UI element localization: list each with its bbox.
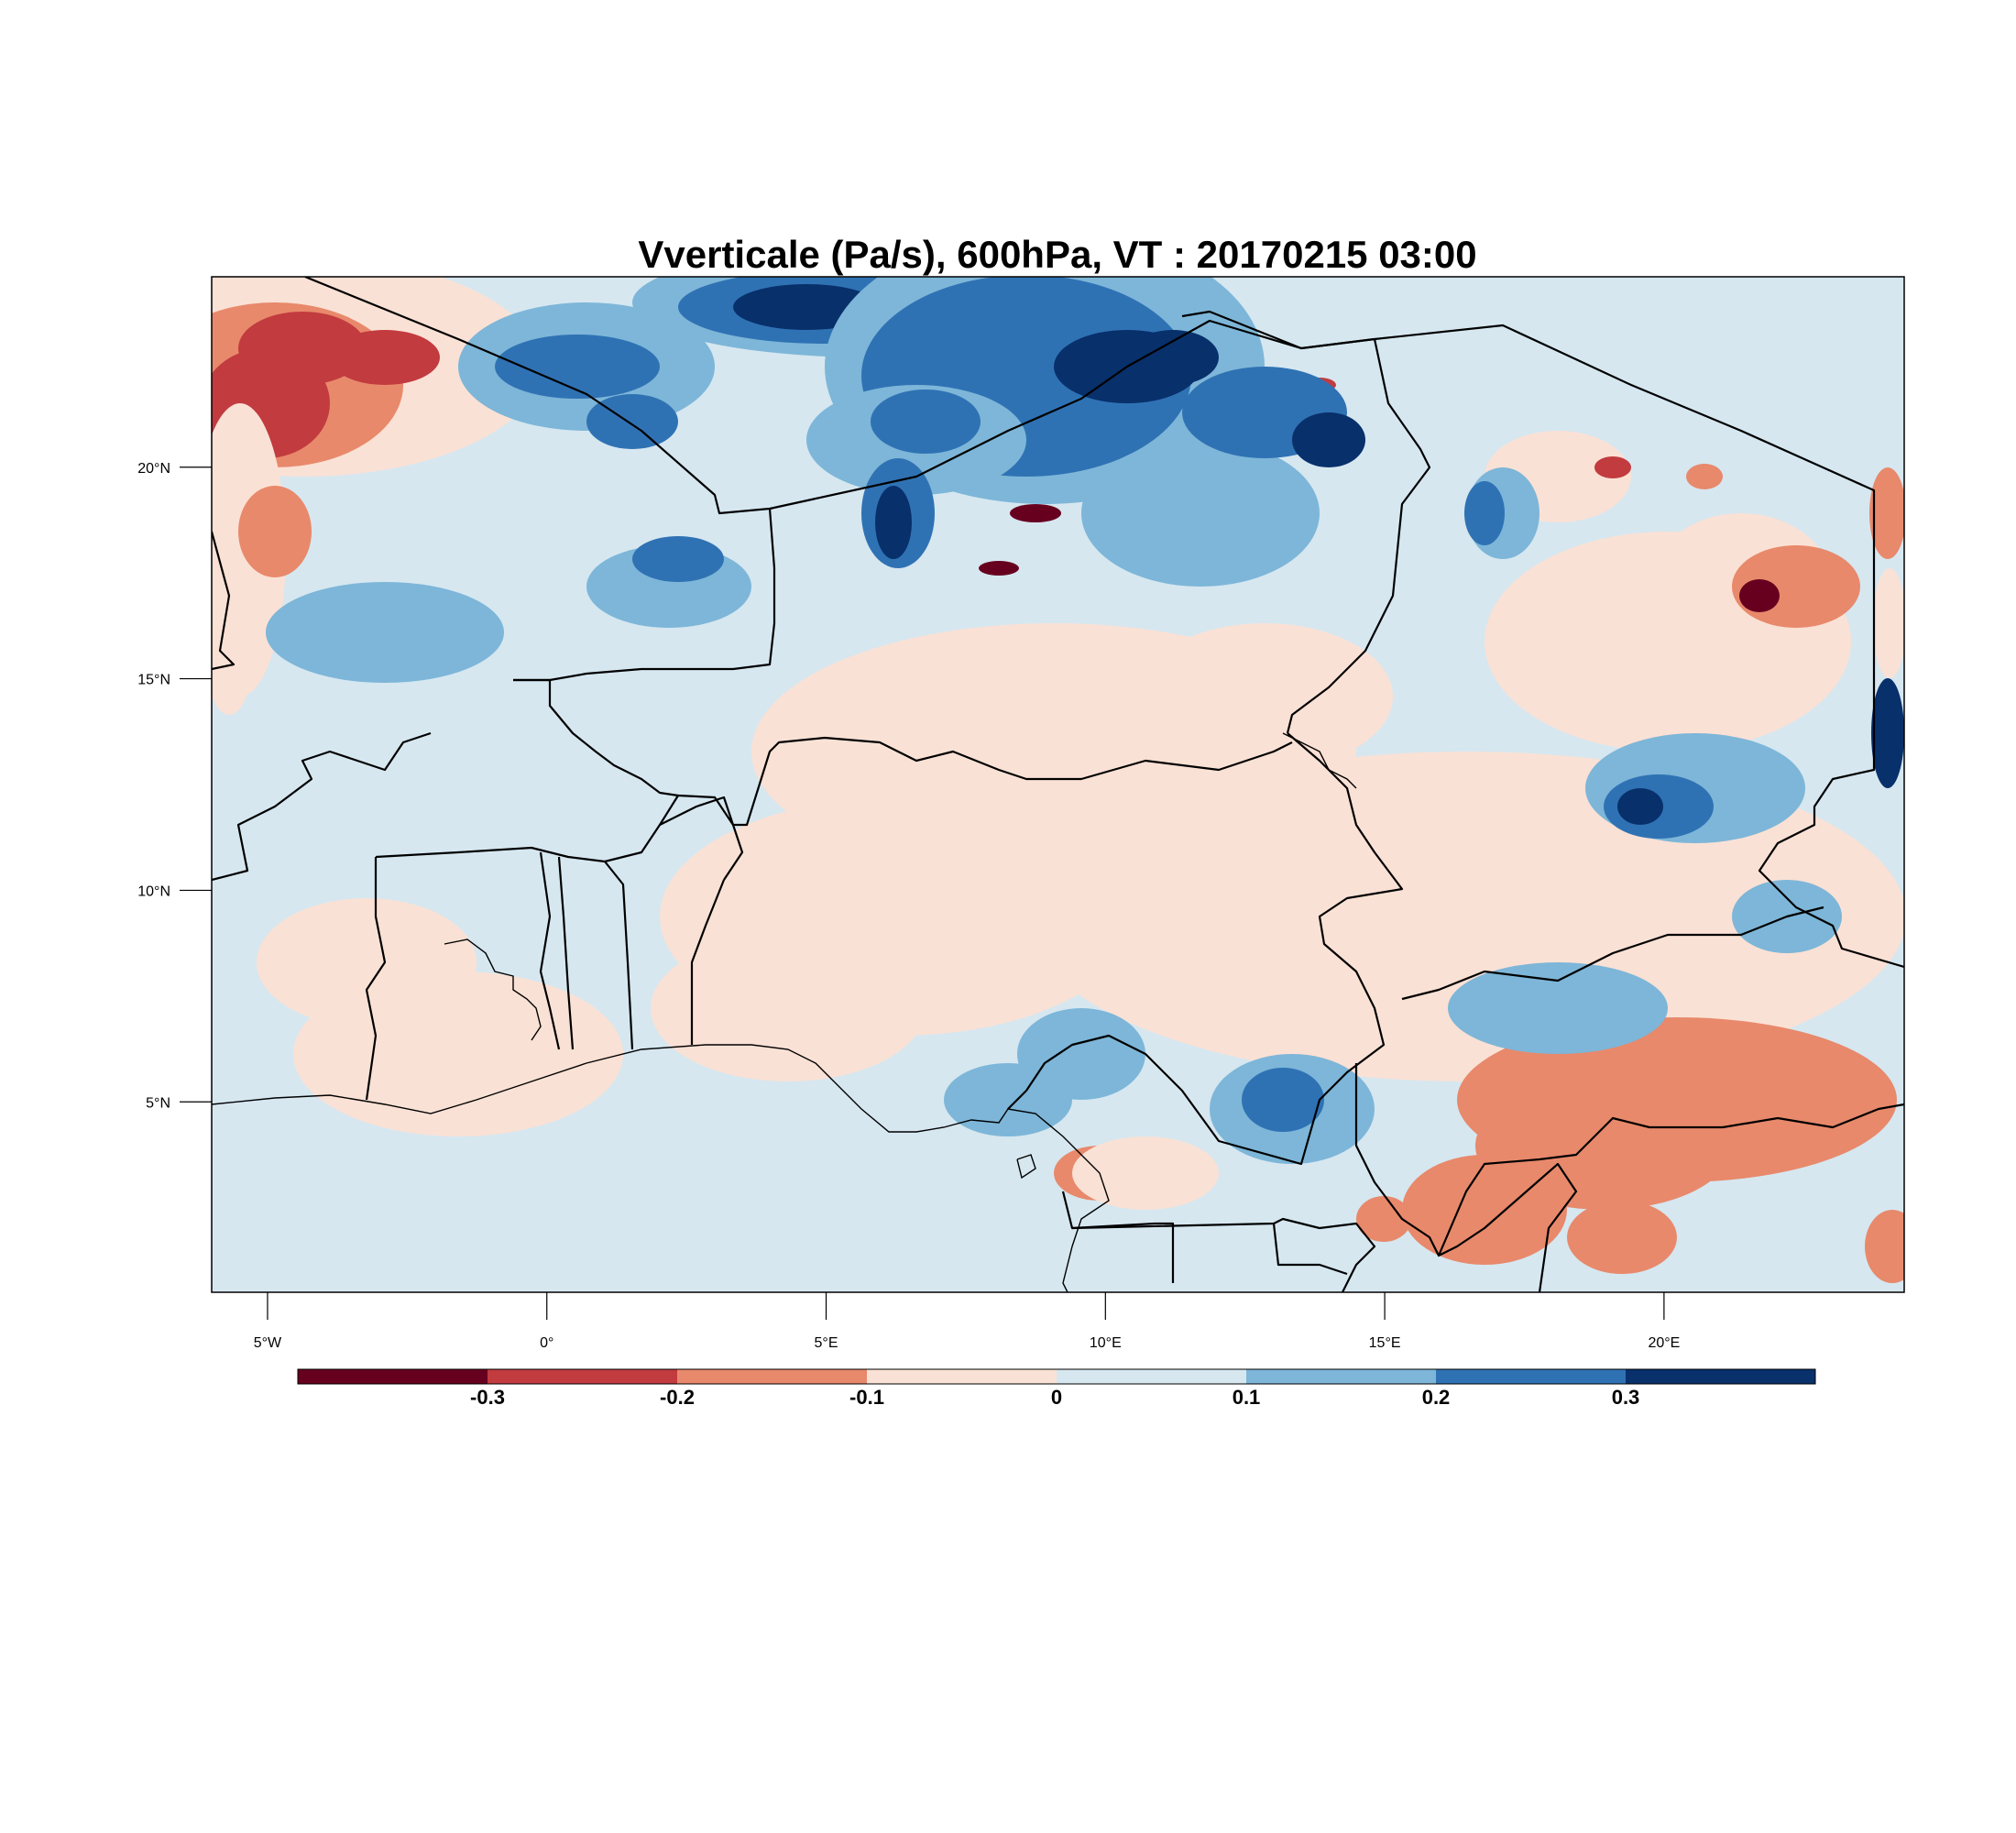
- colorbar-label: -0.2: [660, 1386, 695, 1409]
- colorbar-swatch: [1246, 1369, 1437, 1384]
- y-tick-label: 20°N: [137, 461, 170, 477]
- contour-fill-region: [1567, 1201, 1677, 1274]
- contour-fill-region: [1127, 330, 1219, 385]
- colorbar-label: 0.2: [1422, 1386, 1451, 1409]
- contour-fill-region: [1081, 440, 1320, 587]
- colorbar-label: -0.1: [849, 1386, 884, 1409]
- border-nigeria-cameroon: [1007, 732, 1404, 1166]
- latitude-axis: 20°N 15°N 10°N 5°N: [137, 461, 212, 1111]
- contour-fill-region: [1865, 1210, 1904, 1283]
- colorbar: -0.3 -0.2 -0.1 0 0.1 0.2 0.3: [297, 1368, 1816, 1409]
- border-gabon-congo: [1071, 1222, 1175, 1283]
- gulf-of-guinea-coastline: [212, 1044, 1110, 1292]
- border-mali-guinea: [212, 731, 432, 882]
- contour-fill-region: [1464, 481, 1505, 545]
- border-car-congo: [1438, 1162, 1578, 1292]
- colorbar-label: 0.3: [1612, 1386, 1640, 1409]
- contour-fill-region: [1402, 1155, 1567, 1265]
- plot-area: [211, 276, 1905, 1293]
- map-title: Vverticale (Pa/s), 600hPa, VT : 20170215…: [638, 233, 1476, 276]
- border-ivorycoast-ghana: [539, 851, 561, 1050]
- border-niger-nigeria: [677, 736, 1293, 827]
- border-cameroon-car: [1354, 1063, 1904, 1257]
- border-gabon-cameroon: [1061, 1191, 1376, 1292]
- colorbar-label: 0: [1051, 1386, 1062, 1409]
- contour-fill-region: [266, 582, 504, 683]
- border-mali-burkina: [513, 678, 679, 797]
- border-nigeria-benin: [690, 879, 726, 1045]
- border-ivorycoast-liberia: [365, 857, 387, 1101]
- colorbar-swatch: [1626, 1369, 1816, 1384]
- border-algeria-libya: [1181, 310, 1876, 651]
- contour-fill-region: [586, 394, 678, 449]
- contour-fill-region: [1869, 467, 1904, 559]
- plot-frame: [211, 276, 1905, 1293]
- x-tick-label: 5°W: [254, 1335, 282, 1351]
- contour-fill-region: [1292, 412, 1365, 467]
- contour-fill-region: [1136, 623, 1393, 770]
- contour-fill-region: [875, 486, 912, 559]
- border-chad-car: [1401, 906, 1824, 1001]
- border-burkina-benin: [659, 796, 744, 881]
- contour-fill-region: [238, 486, 312, 577]
- x-tick-label: 15°E: [1369, 1335, 1401, 1351]
- contour-fill-region: [1594, 456, 1631, 478]
- border-mali-algeria: [304, 277, 1375, 515]
- x-tick-label: 10°E: [1090, 1335, 1122, 1351]
- colorbar-swatch: [1436, 1369, 1627, 1384]
- contour-fill-region: [330, 330, 440, 385]
- coastlines: [212, 732, 1357, 1292]
- contour-fill-region: [257, 898, 477, 1026]
- x-tick-label: 5°E: [815, 1335, 838, 1351]
- contour-fill-region: [1010, 504, 1061, 522]
- contour-fill-region: [871, 390, 981, 454]
- border-burkina-ivorycoast: [375, 795, 679, 863]
- border-mauritania-mali: [212, 531, 236, 671]
- colorbar-frame: [297, 1368, 1816, 1385]
- contour-fill-region: [1242, 1068, 1324, 1132]
- contour-fill-region: [1072, 1136, 1219, 1210]
- contour-fill-region: [632, 536, 724, 582]
- y-tick-label: 10°N: [137, 884, 170, 899]
- contour-fill-region: [1448, 962, 1668, 1054]
- bioko-island: [1016, 1154, 1036, 1180]
- longitude-axis: 5°W 0° 5°E 10°E 15°E 20°E: [254, 1292, 1680, 1351]
- contour-fill-region: [495, 335, 660, 399]
- border-mali-niger: [513, 508, 776, 682]
- y-tick-label: 5°N: [146, 1095, 170, 1111]
- border-congo-drc: [1272, 1223, 1348, 1276]
- y-tick-label: 15°N: [137, 673, 170, 688]
- x-tick-label: 20°E: [1648, 1335, 1680, 1351]
- lake-volta-shore: [444, 938, 542, 1041]
- border-togo-benin: [604, 861, 634, 1050]
- country-borders: [212, 277, 1904, 1292]
- colorbar-swatch: [867, 1369, 1057, 1384]
- colorbar-swatch: [298, 1369, 488, 1384]
- contour-fill-region: [1136, 898, 1393, 1026]
- colorbar-label: -0.3: [470, 1386, 505, 1409]
- contour-fill-region: [1017, 1008, 1145, 1100]
- colorbar-swatch: [1057, 1369, 1247, 1384]
- lake-chad-shore: [1282, 732, 1357, 789]
- colorbar-label: 0.1: [1233, 1386, 1261, 1409]
- border-libya-niger-chad: [1286, 338, 1431, 734]
- contour-fill-region: [1873, 568, 1904, 678]
- contour-fill-region: [979, 561, 1019, 576]
- vertical-velocity-field: [212, 277, 1904, 1283]
- border-ghana-togo: [557, 856, 575, 1050]
- colorbar-swatch: [488, 1369, 678, 1384]
- border-chad-sudan: [1758, 651, 1904, 969]
- contour-fill-region: [1686, 464, 1723, 489]
- contour-fill-region: [212, 605, 252, 715]
- contour-fill-region: [1617, 788, 1663, 825]
- x-tick-label: 0°: [540, 1335, 553, 1351]
- colorbar-swatch: [677, 1369, 868, 1384]
- contour-fill-region: [1739, 579, 1780, 612]
- contour-fill-region: [1871, 678, 1904, 788]
- contour-fill-region: [1356, 1196, 1411, 1242]
